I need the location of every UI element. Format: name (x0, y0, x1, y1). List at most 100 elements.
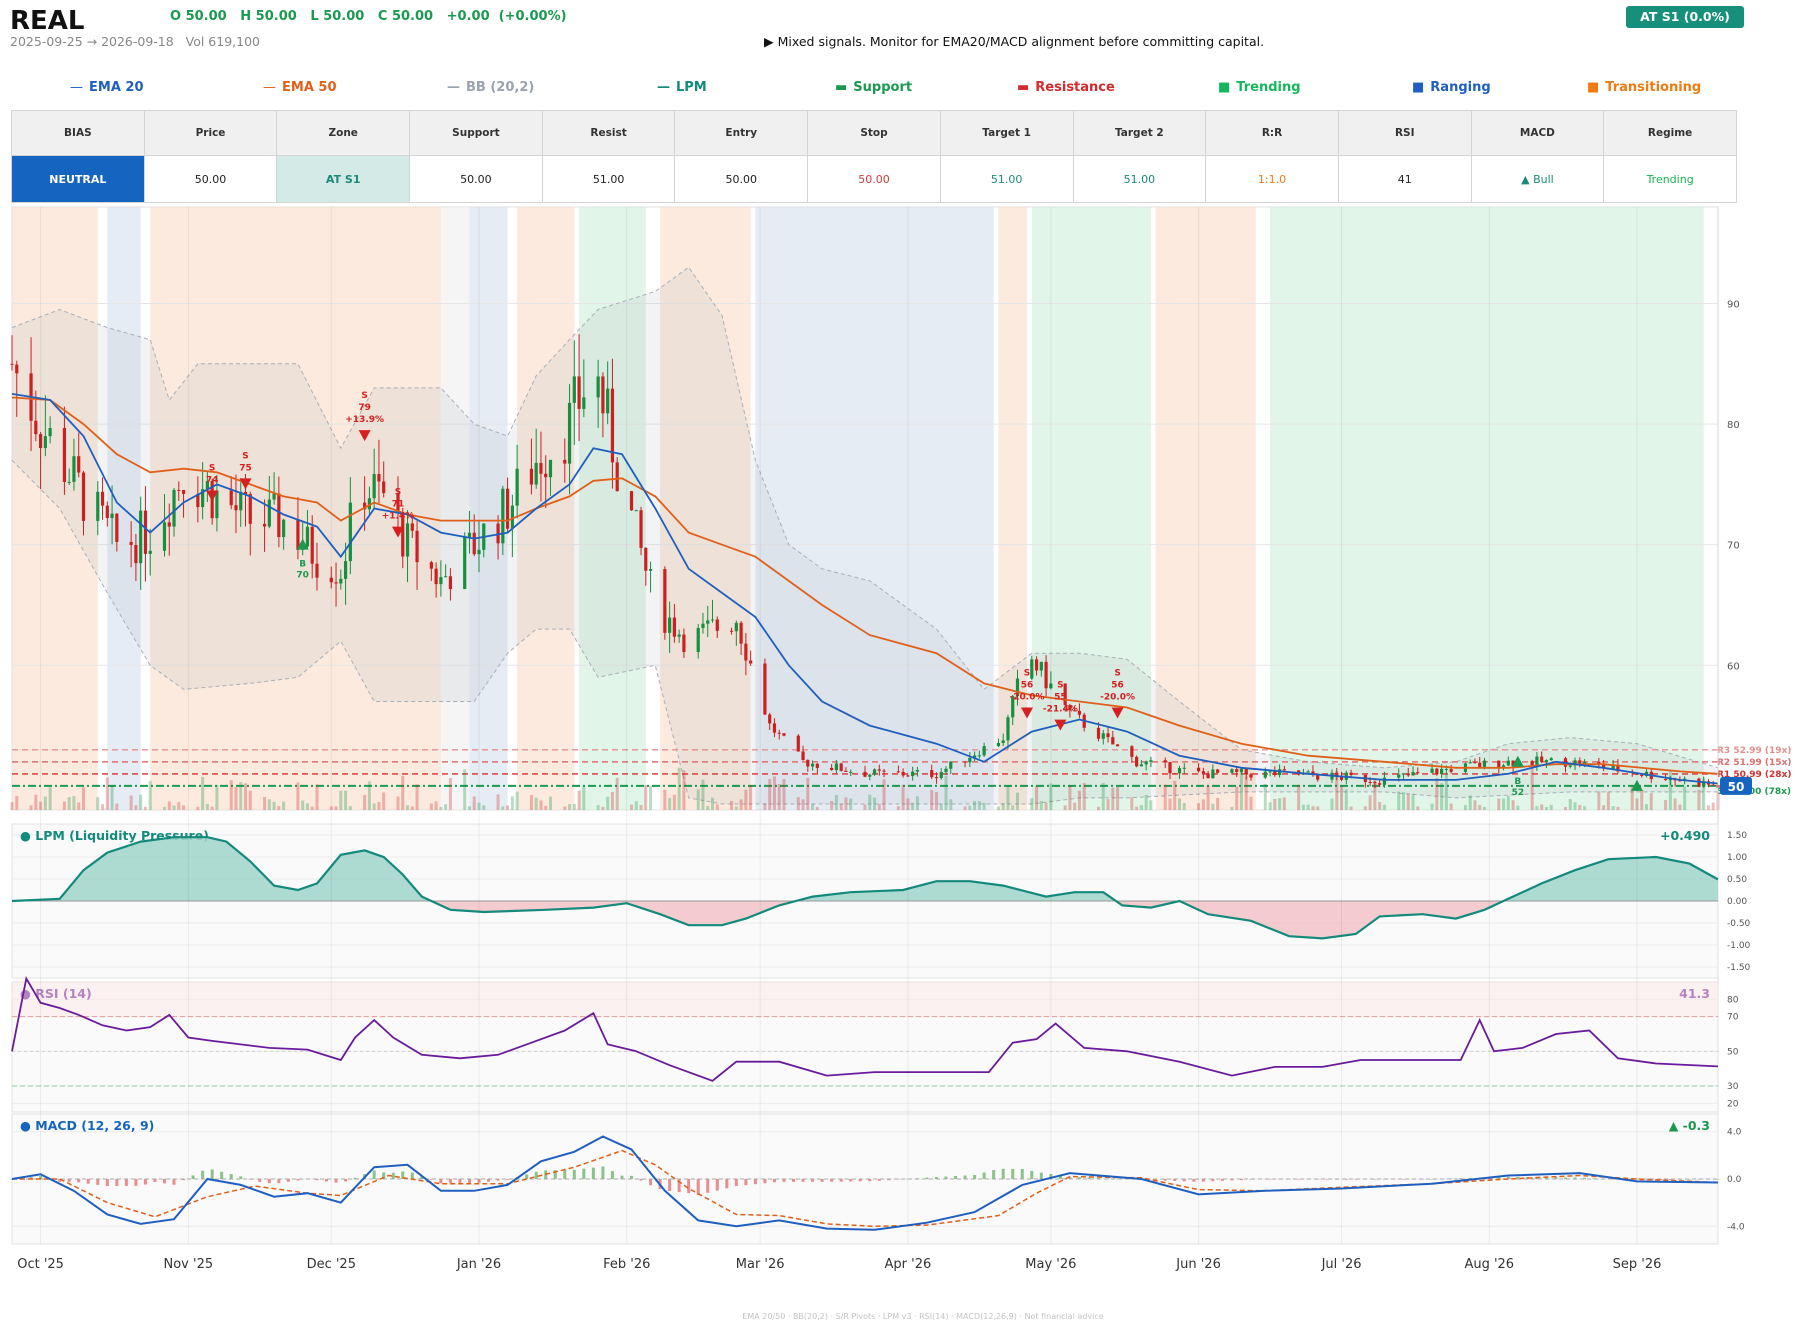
macd-histogram-bar (649, 1179, 653, 1186)
volume-bar (1697, 789, 1701, 810)
macd-histogram-bar (496, 1179, 500, 1181)
candle-body (596, 376, 600, 398)
macd-histogram-bar (286, 1179, 290, 1182)
volume-bar (167, 801, 171, 810)
legend-item-resistance: ▬ Resistance (1017, 80, 1115, 95)
candle-body (877, 769, 881, 771)
volume-bar (363, 795, 367, 810)
macd-histogram-bar (725, 1179, 729, 1189)
candle-body (968, 757, 972, 763)
candle-body (882, 770, 886, 772)
macd-histogram-bar (1001, 1168, 1005, 1179)
buy-marker-label: B (1514, 777, 1521, 787)
volume-bar (639, 805, 643, 810)
macd-histogram-bar (563, 1169, 567, 1179)
last-price-tag: 50 (1720, 776, 1752, 795)
macd-histogram-bar (86, 1179, 90, 1184)
macd-histogram-bar (906, 1178, 910, 1180)
volume-bar (896, 806, 900, 810)
candle-body (1435, 768, 1439, 774)
regime-band-neutral (440, 207, 470, 810)
volume-bar (1168, 798, 1172, 810)
candle-body (510, 505, 514, 529)
macd-histogram-bar (372, 1170, 376, 1179)
candle-body (1535, 756, 1539, 766)
volume-bar (777, 783, 781, 810)
volume-bar (949, 799, 953, 810)
volume-bar (1273, 798, 1277, 810)
sell-marker-label: S (1114, 669, 1120, 679)
volume-bar (277, 806, 281, 810)
volume-bar (1616, 806, 1620, 810)
volume-bar (606, 796, 610, 810)
candle-body (1373, 782, 1377, 784)
volume-bar (201, 776, 205, 810)
candle-body (615, 462, 619, 492)
volume-bar (272, 801, 276, 810)
month-tick-label: Jun '26 (1175, 1257, 1221, 1272)
macd-histogram-bar (96, 1179, 100, 1185)
volume-bar (868, 794, 872, 810)
volume-bar (372, 803, 376, 810)
legend-label: BB (20,2) (466, 80, 535, 95)
candle-body (572, 376, 576, 403)
macd-histogram-bar (1668, 1179, 1672, 1180)
macd-histogram-bar (1106, 1178, 1110, 1179)
legend-swatch-icon: — (657, 80, 670, 95)
candle-body (62, 427, 67, 482)
volume-bar (1544, 806, 1548, 810)
buy-marker-label: 52 (1512, 788, 1525, 798)
bollinger-band-fill (12, 267, 1718, 804)
candle-body (982, 746, 986, 756)
volume-bar (677, 767, 681, 810)
candle-body (1568, 765, 1572, 767)
macd-histogram-bar (772, 1179, 776, 1183)
volume-bar (749, 785, 753, 810)
zone-badge: AT S1 (0.0%) (1626, 6, 1744, 28)
macd-histogram-bar (258, 1179, 262, 1182)
volume-bar (1211, 803, 1215, 810)
volume-bar (996, 806, 1000, 810)
volume-bar (548, 796, 552, 810)
candle-body (43, 436, 47, 449)
candle-body (1039, 661, 1043, 671)
volume-bar (906, 798, 910, 810)
volume-bar (968, 805, 972, 810)
volume-bar (1478, 805, 1482, 810)
candle-body (377, 474, 381, 482)
lpm-tick-label: 0.50 (1727, 875, 1747, 885)
volume-bar (715, 804, 719, 810)
ohlc-readout: O 50.00 H 50.00 L 50.00 C 50.00 +0.00 (+… (170, 9, 567, 24)
candle-body (1497, 760, 1501, 768)
macd-histogram-bar (182, 1179, 186, 1181)
macd-histogram-bar (677, 1179, 681, 1193)
volume-bar (534, 797, 538, 810)
macd-histogram-bar (487, 1179, 491, 1182)
sell-marker-label: +13.9% (345, 415, 384, 425)
candle-body (815, 763, 819, 768)
volume-bar (510, 796, 514, 810)
macd-histogram-bar (77, 1179, 81, 1183)
candle-body (1473, 762, 1477, 764)
volume-bar (568, 804, 572, 810)
candle-body (1068, 705, 1072, 711)
sell-marker-label: 56 (1021, 681, 1034, 691)
candle-body (601, 376, 605, 414)
macd-histogram-bar (1716, 1179, 1720, 1180)
volume-bar (77, 802, 81, 810)
volume-bar (1602, 805, 1606, 810)
macd-histogram-bar (1211, 1179, 1215, 1182)
candle-body (977, 755, 981, 757)
date-range-volume: 2025-09-25 → 2026-09-18 Vol 619,100 (10, 34, 260, 49)
volume-bar (482, 805, 486, 810)
macd-histogram-bar (1401, 1179, 1405, 1180)
volume-bar (115, 803, 119, 810)
volume-bar (1435, 778, 1439, 810)
volume-bar (1030, 798, 1034, 810)
volume-bar (1463, 805, 1467, 810)
sell-marker-label: 74 (206, 475, 219, 485)
macd-histogram-bar (877, 1179, 881, 1181)
volume-bar (377, 801, 381, 810)
volume-bar (1468, 795, 1472, 810)
macd-histogram-bar (39, 1176, 43, 1179)
